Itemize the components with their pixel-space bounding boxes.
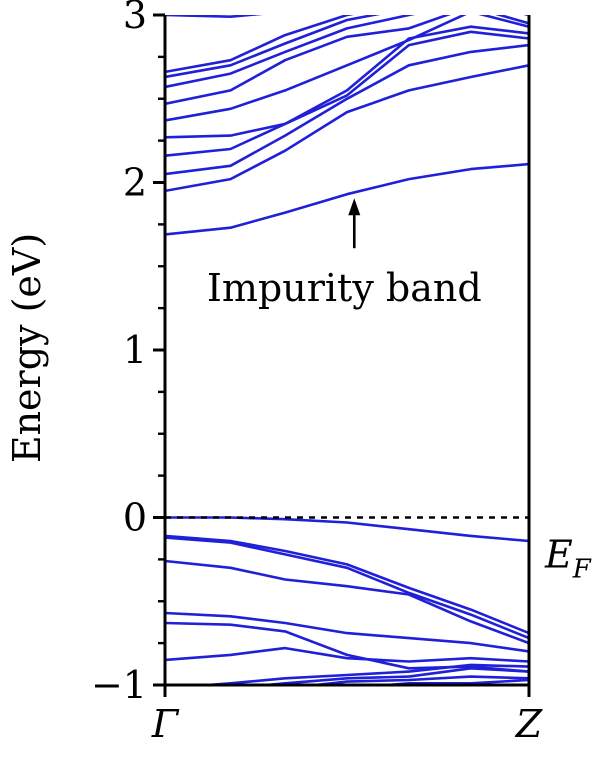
band-line-15 [165, 559, 529, 645]
fermi-label-subscript: F [572, 555, 592, 585]
band-line-17 [165, 621, 529, 673]
band-line-6 [165, 15, 529, 122]
band-line-2 [165, 64, 529, 193]
band-line-18 [165, 646, 529, 663]
x-tick-label: Z [515, 702, 543, 746]
impurity-annotation: Impurity band [207, 198, 482, 310]
y-tick-label: 2 [123, 161, 147, 205]
band-line-21 [304, 675, 529, 685]
band-line-12 [165, 516, 529, 543]
band-line-11 [165, 15, 264, 19]
band-line-16 [165, 611, 529, 653]
axes-group [163, 15, 531, 687]
fermi-label-main: E [544, 533, 573, 577]
y-tick-label: 3 [123, 0, 147, 37]
ticks-group: −1 0 1 2 3 Γ Z [91, 0, 543, 746]
annotation-label: Impurity band [207, 266, 482, 310]
band-line-8 [165, 15, 529, 89]
band-line-9 [165, 15, 381, 79]
band-line-14 [165, 536, 529, 640]
bands-group [165, 15, 529, 685]
y-axis-title: Energy (eV) [5, 233, 49, 463]
y-tick-label: −1 [91, 663, 147, 707]
band-line-19 [191, 663, 529, 685]
band-line-22 [372, 678, 529, 685]
band-line-7 [165, 15, 529, 106]
y-tick-label: 0 [123, 496, 147, 540]
annotation-arrowhead [348, 198, 361, 216]
band-line-1 [165, 162, 529, 236]
band-line-13 [165, 534, 529, 635]
band-line-20 [252, 666, 529, 685]
fermi-level-label: EF [544, 533, 592, 585]
y-tick-label: 1 [123, 328, 147, 372]
x-tick-label: Γ [151, 702, 180, 746]
band-line-4 [165, 30, 529, 157]
band-line-10 [165, 15, 354, 74]
band-line-3 [165, 43, 529, 176]
band-line-5 [165, 25, 529, 139]
